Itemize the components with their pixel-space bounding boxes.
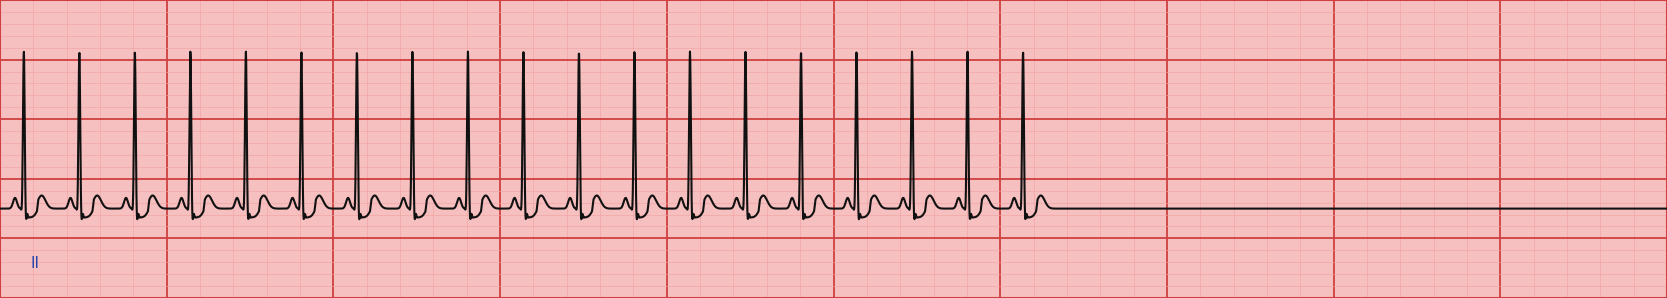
Text: II: II	[30, 256, 38, 271]
